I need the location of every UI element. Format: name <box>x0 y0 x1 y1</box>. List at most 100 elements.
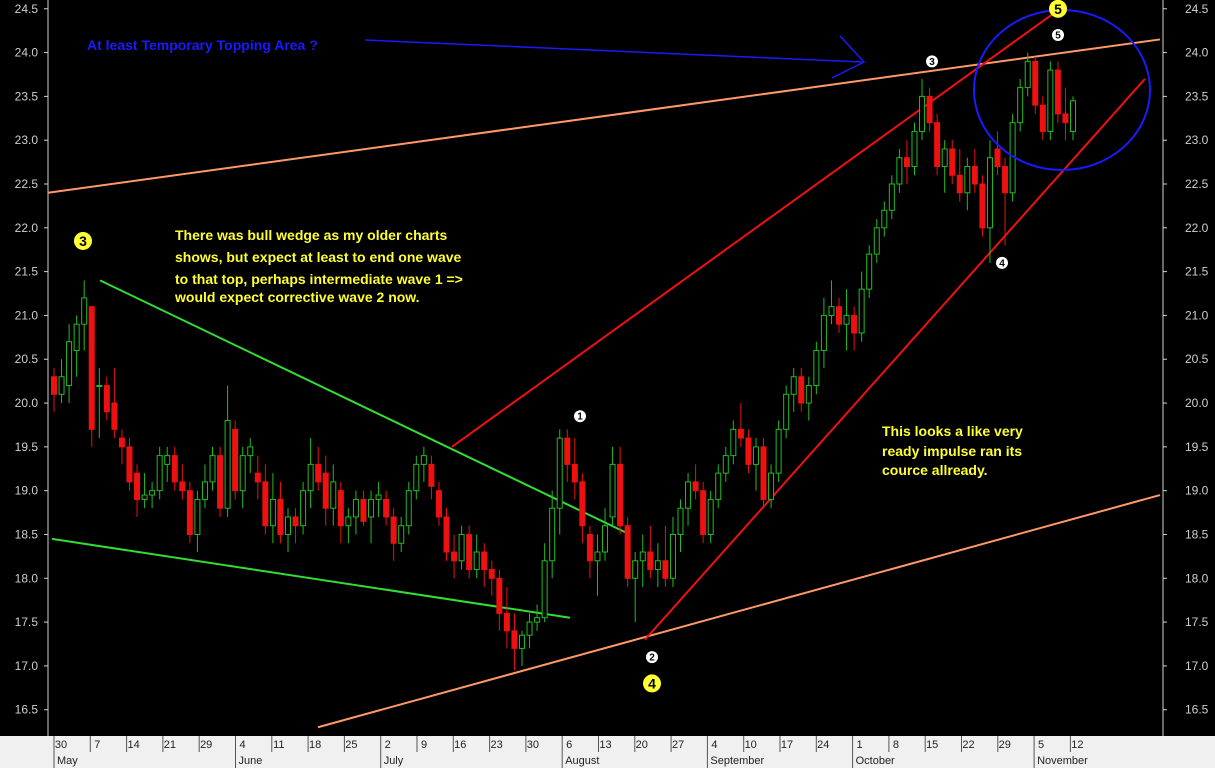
candle-down <box>934 122 941 167</box>
candle-down <box>254 472 261 483</box>
y-tick-label-left: 19.5 <box>15 440 39 454</box>
trendline <box>317 494 1161 729</box>
wave-label-text: 3 <box>79 233 87 249</box>
candle-down <box>428 463 435 487</box>
candle-down <box>315 463 322 483</box>
wave-label-badge <box>646 651 658 664</box>
candle-down <box>277 498 284 535</box>
wedge-annotation-line-4: would expect corrective wave 2 now. <box>174 289 420 305</box>
candle-down <box>496 577 503 614</box>
x-tick-label: 25 <box>345 739 357 751</box>
candle-up <box>1070 100 1076 132</box>
wave-label-text: 5 <box>1054 1 1062 17</box>
candle-up <box>473 551 480 571</box>
impulse-annotation-line-3: cource allready. <box>882 462 988 478</box>
candle-down <box>179 481 186 492</box>
x-tick-label: 4 <box>239 739 245 751</box>
candle-up <box>368 498 375 518</box>
candle-up <box>911 130 918 167</box>
y-axis-right-ticks: 16.5 17.0 17.5 18.0 18.5 19.0 19.5 20.0 20.5 21.0… <box>1163 2 1209 717</box>
x-tick-label: 17 <box>781 739 793 751</box>
y-tick-label-right: 24.0 <box>1185 46 1209 60</box>
wave-label-badge <box>996 256 1008 269</box>
candle-down <box>88 306 95 430</box>
y-tick-label-right: 21.5 <box>1185 265 1209 279</box>
candle-up <box>639 551 646 562</box>
candle-down <box>118 437 125 448</box>
candle-up <box>752 446 759 465</box>
y-tick-label-left: 21.5 <box>15 265 39 279</box>
candle-down <box>383 498 390 518</box>
x-tick-label: 11 <box>273 739 284 751</box>
y-tick-label-left: 16.5 <box>15 703 39 717</box>
candle-up <box>685 481 692 509</box>
candle-up <box>919 95 926 132</box>
y-tick-label-left: 24.5 <box>15 2 39 16</box>
x-axis-ticks: 30 7 14 21 29 4 11 18 25 2 9 16 23 30 6 13 20 27 4 10 17 24 1 8… <box>53 736 1084 752</box>
candle-down <box>435 490 442 518</box>
y-tick-label-left: 22.0 <box>15 221 39 235</box>
x-tick-label: 1 <box>857 739 863 751</box>
candle-down <box>322 472 329 509</box>
x-tick-label: 10 <box>745 739 757 751</box>
wedge-annotation-line-1: There was bull wedge as my older charts <box>175 227 448 243</box>
month-label: August <box>565 755 599 767</box>
candle-down <box>1054 69 1061 115</box>
candle-up <box>420 455 427 465</box>
x-tick-label: 5 <box>1038 739 1044 751</box>
candle-down <box>51 376 57 395</box>
x-tick-label: 29 <box>200 739 212 751</box>
candle-down <box>126 446 133 483</box>
y-tick-label-left: 21.0 <box>15 308 39 322</box>
y-tick-label-right: 24.5 <box>1185 2 1209 16</box>
candle-up <box>654 560 661 571</box>
candle-up <box>813 349 820 387</box>
wave-labels: 3 1 2 4 3 4 5 5 <box>74 0 1067 693</box>
candle-down <box>111 402 118 430</box>
candle-down <box>647 551 654 571</box>
y-tick-label-left: 18.0 <box>15 571 39 585</box>
candle-up <box>284 516 291 535</box>
wave-label-text: 4 <box>999 258 1005 269</box>
candle-up <box>458 533 465 562</box>
candle-up <box>888 183 895 211</box>
candle-up <box>96 385 103 388</box>
candle-up <box>541 560 548 619</box>
wave-label-text: 5 <box>1055 31 1061 42</box>
x-tick-label: 20 <box>636 739 648 751</box>
candle-down <box>232 428 239 492</box>
candle-up <box>722 455 729 474</box>
candle-up <box>866 253 873 290</box>
candle-up <box>594 551 601 562</box>
y-tick-label-right: 19.5 <box>1185 440 1209 454</box>
candle-up <box>632 560 639 579</box>
candle-up <box>534 617 541 623</box>
wave-label-badge <box>574 410 586 423</box>
month-label: June <box>239 755 263 767</box>
wedge-annotation-line-3: to that top, perhaps intermediate wave 1… <box>175 271 463 287</box>
candle-down <box>511 630 518 649</box>
candle-down <box>390 516 397 544</box>
x-tick-label: 6 <box>566 739 572 751</box>
candle-up <box>201 481 208 500</box>
x-tick-label: 24 <box>817 739 829 751</box>
month-label: October <box>856 755 895 767</box>
y-tick-label-left: 18.5 <box>15 527 39 541</box>
candle-up <box>986 157 993 229</box>
y-tick-label-left: 17.5 <box>15 615 39 629</box>
candle-down <box>217 455 224 509</box>
x-axis-months: May June July August September October Novembe… <box>53 752 1088 768</box>
candle-down <box>737 428 744 439</box>
candle-up <box>1024 60 1031 89</box>
candle-up <box>775 428 782 474</box>
x-tick-label: 9 <box>421 739 427 751</box>
candle-down <box>1002 165 1009 194</box>
x-tick-label: 21 <box>164 739 176 751</box>
y-tick-label-right: 23.0 <box>1185 133 1209 147</box>
wave-label-badge <box>74 231 92 250</box>
candle-up <box>828 306 835 316</box>
candle-up <box>345 516 352 527</box>
x-tick-label: 16 <box>454 739 466 751</box>
candle-up <box>398 525 405 544</box>
candle-down <box>994 148 1001 167</box>
